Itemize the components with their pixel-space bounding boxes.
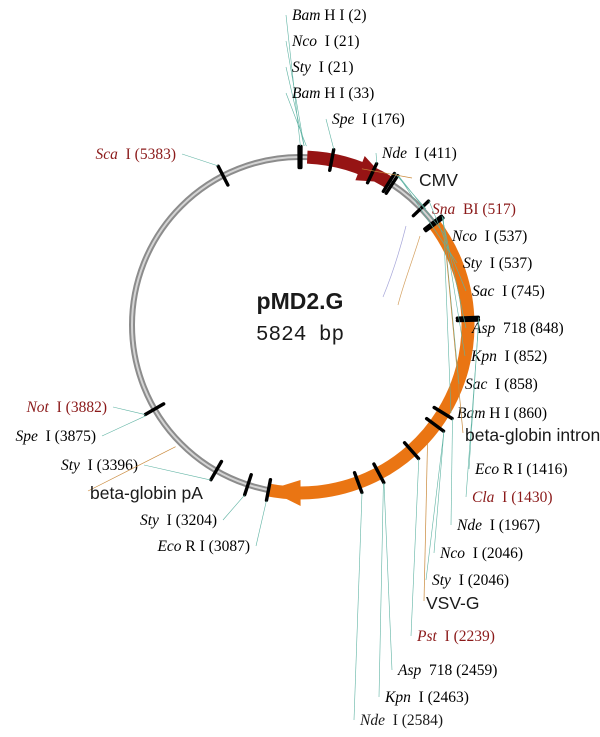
svg-text:Bam H I (33): Bam H I (33) xyxy=(292,85,374,102)
svg-text:Spe I (3875): Spe I (3875) xyxy=(15,428,96,445)
svg-text:Nde I (411): Nde I (411) xyxy=(381,145,457,162)
svg-text:Sac I (745): Sac I (745) xyxy=(472,283,545,300)
svg-text:Bam H I (860): Bam H I (860) xyxy=(457,405,547,422)
svg-text:Kpn I (852): Kpn I (852) xyxy=(470,348,547,365)
svg-text:Sna BI (517): Sna BI (517) xyxy=(432,201,516,218)
svg-text:Eco R I (3087): Eco R I (3087) xyxy=(156,538,250,555)
svg-text:Sca I (5383): Sca I (5383) xyxy=(95,146,176,163)
svg-text:Asp 718 (2459): Asp 718 (2459) xyxy=(397,662,497,679)
svg-text:beta-globin intron: beta-globin intron xyxy=(465,425,600,445)
svg-text:Cla I (1430): Cla I (1430) xyxy=(472,489,553,506)
svg-text:CMV: CMV xyxy=(419,170,458,190)
svg-text:Sty I (2046): Sty I (2046) xyxy=(432,572,509,589)
svg-text:Pst I (2239): Pst I (2239) xyxy=(416,628,495,645)
svg-text:Not I (3882): Not I (3882) xyxy=(25,399,107,416)
svg-text:Sac I (858): Sac I (858) xyxy=(465,376,538,393)
svg-text:Nco I (537): Nco I (537) xyxy=(451,228,527,245)
svg-text:Asp 718 (848): Asp 718 (848) xyxy=(471,320,564,337)
svg-text:beta-globin pA: beta-globin pA xyxy=(90,483,203,503)
svg-text:5824 bp: 5824 bp xyxy=(256,324,344,347)
svg-text:Spe I (176): Spe I (176) xyxy=(332,111,405,128)
svg-text:Sty I (3204): Sty I (3204) xyxy=(140,512,217,529)
svg-text:Sty I (21): Sty I (21) xyxy=(292,59,354,76)
svg-text:Eco R I (1416): Eco R I (1416) xyxy=(474,461,568,478)
svg-text:Bam H I (2): Bam H I (2) xyxy=(292,7,366,24)
svg-text:Nco I (21): Nco I (21) xyxy=(291,33,360,50)
svg-text:pMD2.G: pMD2.G xyxy=(257,288,344,314)
svg-text:Kpn I (2463): Kpn I (2463) xyxy=(384,689,469,706)
svg-text:Sty I (537): Sty I (537) xyxy=(463,255,532,272)
svg-text:Nde I (2584): Nde I (2584) xyxy=(359,712,443,729)
svg-text:VSV-G: VSV-G xyxy=(426,593,480,613)
svg-text:Nco I (2046): Nco I (2046) xyxy=(439,545,523,562)
svg-text:Nde I (1967): Nde I (1967) xyxy=(456,517,540,534)
